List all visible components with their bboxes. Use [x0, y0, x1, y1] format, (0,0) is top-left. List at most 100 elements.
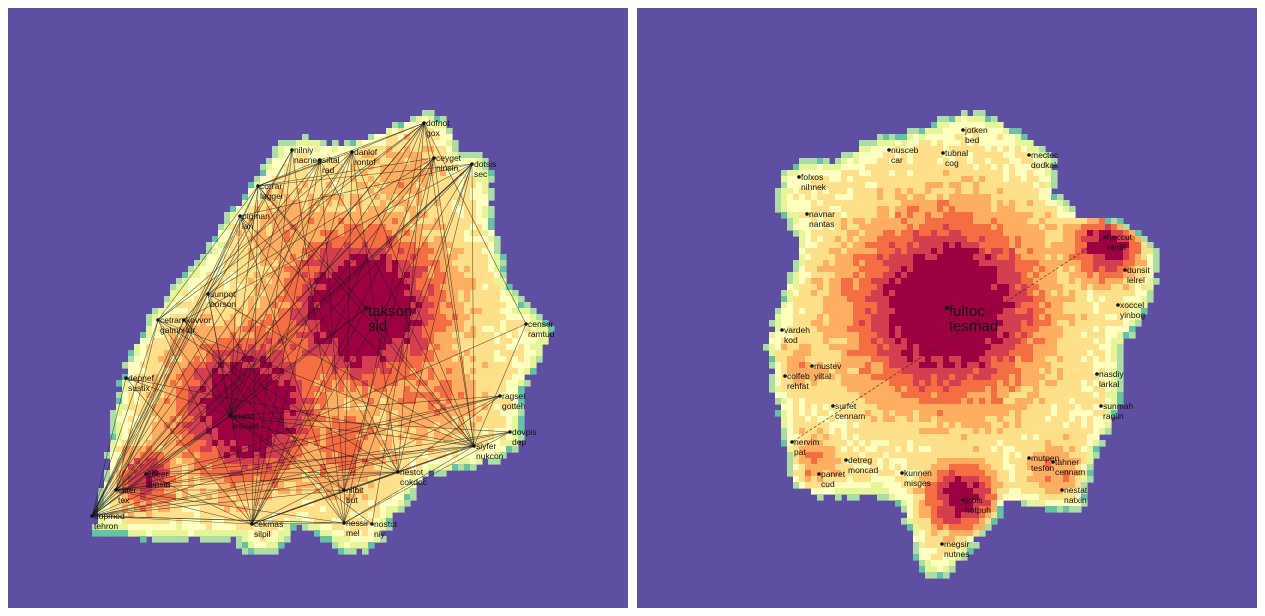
heat-cell	[224, 494, 231, 501]
heat-cell	[332, 536, 339, 543]
graph-edge	[91, 319, 185, 517]
heat-cell	[811, 164, 818, 171]
heat-cell	[446, 248, 453, 255]
heat-cell	[260, 200, 267, 207]
node-label-line2: mel	[346, 528, 360, 538]
heat-cell	[476, 152, 483, 159]
heat-cell	[182, 356, 189, 363]
heat-cell	[1069, 212, 1076, 219]
heat-cell	[386, 404, 393, 411]
heat-cell	[356, 302, 363, 309]
heat-cell	[422, 404, 429, 411]
heat-cell	[326, 506, 333, 513]
heat-cell	[919, 182, 926, 189]
heat-cell	[374, 200, 381, 207]
heat-cell	[1051, 230, 1058, 237]
heat-cell	[889, 164, 896, 171]
heat-cell	[458, 428, 465, 435]
heat-cell	[158, 488, 165, 495]
heat-cell	[236, 326, 243, 333]
heat-cell	[182, 530, 189, 537]
heat-cell	[248, 458, 255, 465]
heat-cell	[392, 182, 399, 189]
heat-cell	[302, 506, 309, 513]
heat-cell	[254, 350, 261, 357]
heat-cell	[494, 320, 501, 327]
graph-edge	[91, 377, 127, 517]
heat-cell	[434, 368, 441, 375]
heat-cell	[260, 374, 267, 381]
heat-cell	[134, 518, 141, 525]
heat-cell	[284, 224, 291, 231]
heat-cell	[338, 458, 345, 465]
heat-cell	[835, 200, 842, 207]
heat-cell	[919, 200, 926, 207]
graph-edge	[145, 445, 475, 475]
heat-cell	[470, 224, 477, 231]
heat-cell	[799, 170, 806, 177]
heat-cell	[116, 464, 123, 471]
heat-cell	[1045, 206, 1052, 213]
heat-cell	[452, 386, 459, 393]
heat-cell	[344, 230, 351, 237]
heat-cell	[404, 488, 411, 495]
heat-cell	[326, 188, 333, 195]
heat-cell	[284, 200, 291, 207]
heat-cell	[200, 524, 207, 531]
graph-edge	[433, 157, 475, 447]
heat-cell	[799, 176, 806, 183]
heat-cell	[338, 524, 345, 531]
heat-cell	[308, 410, 315, 417]
heat-cell	[1117, 248, 1124, 255]
node-label-line2: lagger	[260, 191, 284, 201]
heat-cell	[404, 410, 411, 417]
heat-cell	[314, 464, 321, 471]
heat-cell	[446, 362, 453, 369]
graph-edge	[183, 319, 231, 417]
heat-cell	[1003, 182, 1010, 189]
heat-cell	[488, 452, 495, 459]
heat-cell	[242, 440, 249, 447]
heat-cell	[176, 464, 183, 471]
heat-cell	[146, 512, 153, 519]
heat-cell	[1033, 176, 1040, 183]
heat-cell	[1015, 152, 1022, 159]
heat-cell	[925, 200, 932, 207]
heat-cell	[320, 470, 327, 477]
heat-cell	[859, 164, 866, 171]
heat-cell	[416, 326, 423, 333]
heat-cell	[410, 428, 417, 435]
heat-cell	[284, 152, 291, 159]
heat-cell	[314, 272, 321, 279]
heat-cell	[284, 398, 291, 405]
heat-cell	[428, 434, 435, 441]
heat-cell	[434, 386, 441, 393]
heat-cell	[817, 212, 824, 219]
